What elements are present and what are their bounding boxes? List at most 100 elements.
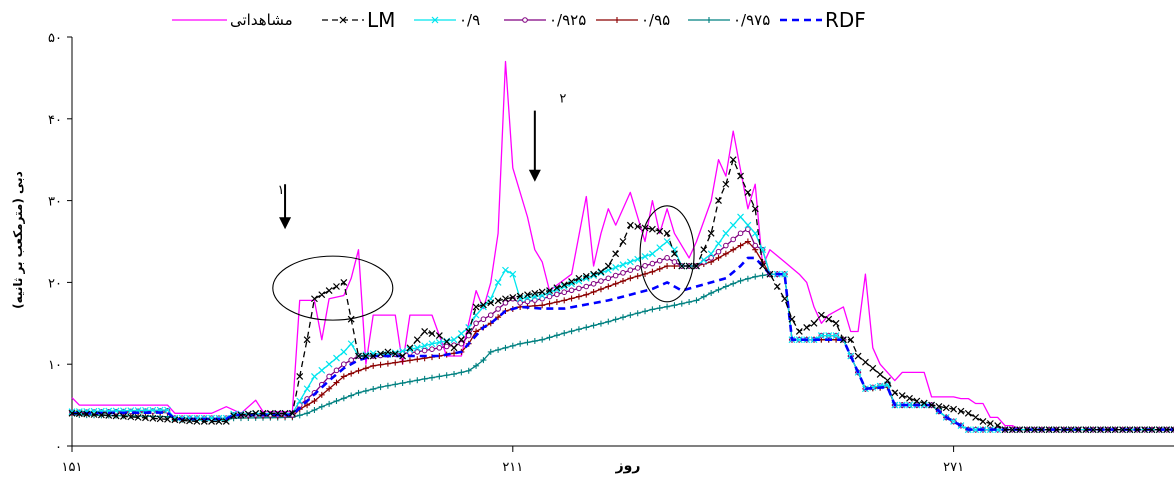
- data-point: [620, 270, 626, 276]
- data-point: [215, 418, 223, 425]
- data-point: [392, 359, 399, 366]
- data-point: [663, 238, 671, 245]
- legend-item: ۰/۹: [414, 11, 480, 29]
- data-point: [1001, 426, 1009, 434]
- data-point: [333, 398, 340, 405]
- data-point: [751, 229, 759, 237]
- data-point: [333, 283, 340, 290]
- data-point: [1133, 426, 1141, 434]
- data-point: [458, 340, 465, 347]
- data-point: [326, 400, 333, 407]
- data-point: [678, 300, 685, 307]
- data-point: [333, 379, 340, 386]
- data-point: [781, 270, 789, 278]
- data-point: [664, 263, 671, 270]
- data-point: [531, 289, 539, 297]
- annotation-label: ۲: [559, 92, 566, 107]
- data-point: [546, 334, 553, 341]
- y-tick-label: ۵۰: [48, 31, 62, 46]
- data-point: [502, 300, 509, 306]
- data-point: [451, 371, 458, 378]
- data-point: [1104, 426, 1112, 434]
- data-point: [421, 328, 429, 335]
- data-point: [348, 357, 354, 363]
- data-point: [935, 403, 943, 410]
- data-point: [465, 332, 472, 339]
- axes: ۰ ۱۰ ۲۰ ۳۰ ۴۰ ۵۰ ۱۵۱ ۲۱۱ ۲۷۱: [48, 31, 1174, 475]
- data-point: [634, 223, 642, 230]
- data-point: [715, 254, 722, 261]
- data-point: [414, 356, 421, 363]
- data-point: [288, 409, 296, 417]
- data-point: [546, 300, 553, 307]
- data-point: [693, 297, 700, 304]
- data-point: [920, 399, 928, 407]
- data-point: [664, 255, 670, 261]
- data-point: [671, 250, 678, 258]
- data-point: [259, 409, 267, 417]
- data-point: [795, 328, 803, 335]
- data-point: [517, 300, 523, 306]
- data-point: [494, 278, 502, 286]
- data-point: [83, 410, 91, 418]
- data-point: [531, 338, 538, 345]
- annotation-2: ۲: [528, 92, 566, 182]
- data-point: [979, 418, 987, 425]
- data-point: [193, 418, 201, 425]
- y-tick-label: ۳۰: [48, 195, 62, 210]
- data-point: [656, 305, 663, 312]
- data-point: [686, 299, 693, 306]
- data-point: [891, 389, 899, 397]
- data-point: [862, 358, 869, 366]
- data-point: [671, 259, 678, 265]
- data-point: [127, 413, 135, 421]
- series-line: [71, 240, 1174, 431]
- data-point: [406, 357, 413, 364]
- data-point: [576, 285, 582, 292]
- data-point: [355, 367, 362, 374]
- legend-label: LM: [367, 8, 395, 32]
- data-point: [502, 266, 509, 274]
- data-point: [495, 306, 501, 312]
- data-point: [568, 295, 575, 302]
- data-point: [340, 395, 347, 402]
- data-point: [377, 384, 384, 391]
- data-point: [553, 284, 561, 292]
- data-point: [730, 236, 737, 243]
- series-line: [71, 60, 1174, 431]
- data-point: [457, 336, 465, 344]
- data-point: [421, 375, 428, 382]
- data-point: [413, 344, 421, 352]
- data-point: [700, 246, 708, 254]
- highlight-ellipse-1: [272, 255, 394, 321]
- data-point: [1075, 426, 1082, 434]
- data-point: [538, 288, 546, 296]
- legend-item: ۰/۹۵: [596, 11, 670, 29]
- data-point: [597, 320, 604, 327]
- data-point: [722, 180, 730, 188]
- data-point: [1082, 426, 1090, 434]
- data-point: [105, 411, 113, 419]
- data-point: [568, 328, 575, 335]
- highlight-ellipse-2: [639, 205, 695, 303]
- data-point: [825, 315, 833, 323]
- data-point: [561, 297, 568, 304]
- data-point: [406, 344, 414, 352]
- data-point: [825, 332, 833, 339]
- data-point: [377, 350, 384, 358]
- data-point: [348, 392, 355, 399]
- data-point: [876, 371, 884, 378]
- data-point: [1038, 426, 1046, 434]
- data-point: [326, 373, 332, 380]
- series-line: [71, 216, 1174, 431]
- legend-marker: [614, 17, 620, 23]
- data-point: [546, 287, 553, 295]
- data-point: [715, 286, 722, 293]
- data-point: [421, 342, 429, 350]
- data-point: [832, 319, 840, 327]
- data-point: [421, 347, 428, 354]
- data-point: [553, 299, 560, 306]
- data-point: [619, 261, 627, 269]
- x-axis-label: روز: [615, 458, 641, 474]
- data-point: [560, 281, 568, 289]
